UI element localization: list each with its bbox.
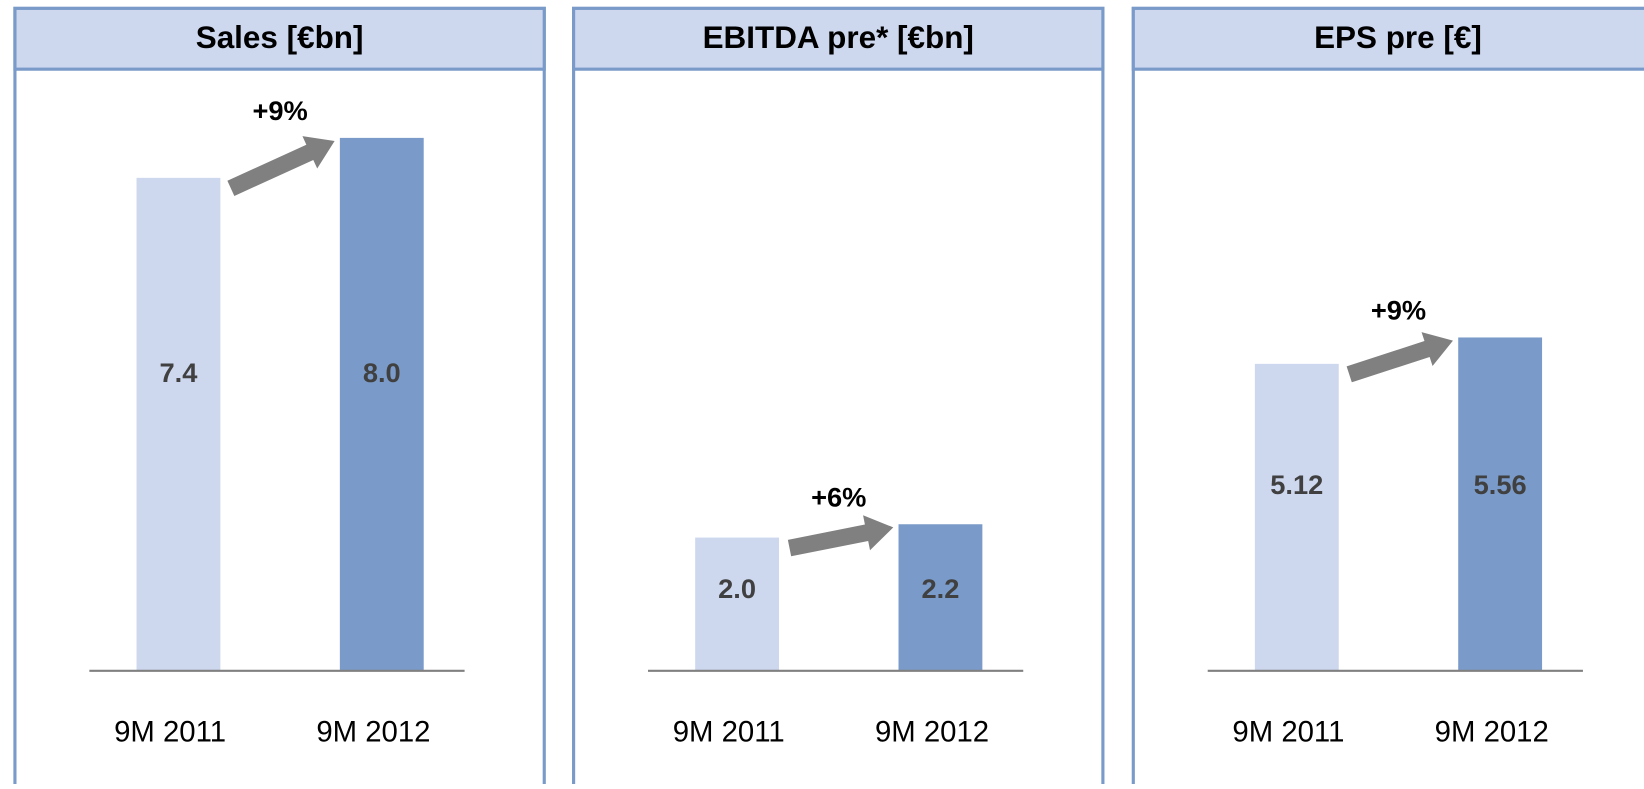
x-tick-label: 9M 2012 xyxy=(316,715,430,748)
growth-annotation: +9% xyxy=(1371,295,1426,326)
chart-title: EBITDA pre* [€bn] xyxy=(703,20,974,55)
value-label: 7.4 xyxy=(160,357,199,388)
growth-annotation: +6% xyxy=(811,481,866,512)
x-tick-label: 9M 2012 xyxy=(1435,715,1549,748)
bar xyxy=(695,537,780,671)
value-label: 5.56 xyxy=(1474,469,1527,500)
chart-title: Sales [€bn] xyxy=(196,20,364,55)
bar xyxy=(339,137,424,671)
growth-arrow xyxy=(227,136,335,196)
x-tick-label: 9M 2011 xyxy=(114,715,226,748)
value-label: 8.0 xyxy=(363,357,401,388)
bar xyxy=(1254,363,1339,671)
value-label: 2.2 xyxy=(921,573,959,604)
x-tick-label: 9M 2012 xyxy=(875,715,989,748)
x-tick-label: 9M 2011 xyxy=(673,715,785,748)
bar xyxy=(136,177,221,671)
panel xyxy=(572,6,1105,789)
panel-header xyxy=(1131,6,1644,71)
panel-header xyxy=(13,6,546,71)
growth-annotation: +9% xyxy=(252,95,307,126)
value-label: 2.0 xyxy=(718,573,756,604)
bar xyxy=(1458,337,1543,671)
panel xyxy=(1131,6,1644,789)
value-label: 5.12 xyxy=(1270,469,1323,500)
chart-title: EPS pre [€] xyxy=(1314,20,1482,55)
panel xyxy=(13,6,546,789)
x-tick-label: 9M 2011 xyxy=(1232,715,1344,748)
growth-arrow xyxy=(787,515,894,557)
growth-arrow xyxy=(1346,332,1453,383)
bar xyxy=(898,524,983,671)
panel-header xyxy=(572,6,1105,71)
